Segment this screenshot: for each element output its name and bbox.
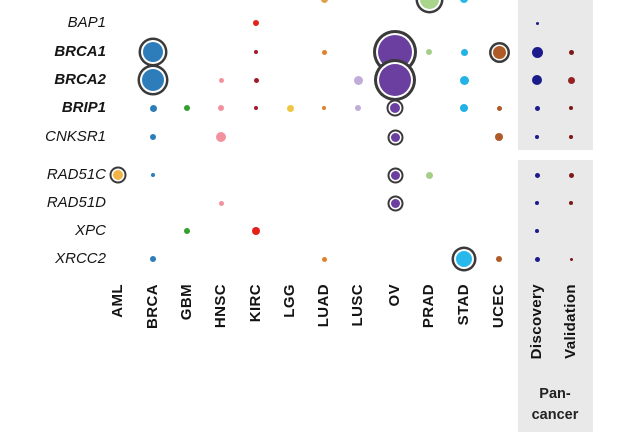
dot-BRIP1-LUAD xyxy=(322,106,326,110)
row-label-XPC: XPC xyxy=(75,222,106,239)
dot-BRIP1-KIRC xyxy=(254,106,258,110)
dot-BRCA1-KIRC xyxy=(254,50,258,54)
dot-CNKSR1-UCEC xyxy=(495,133,503,141)
col-label-LUAD: LUAD xyxy=(315,284,332,328)
dot-BRCA2-OV xyxy=(379,64,411,96)
col-label-BRCA: BRCA xyxy=(144,284,161,329)
dot-BRCA2-BRCA xyxy=(142,69,164,91)
row-label-XRCC2: XRCC2 xyxy=(55,250,106,267)
dot-BRCA2-Discovery xyxy=(532,75,542,85)
col-label-UCEC: UCEC xyxy=(490,284,507,329)
dot-XRCC2-LUAD xyxy=(321,256,327,262)
dot-RAD51C-Discovery xyxy=(534,172,540,178)
col-label-GBM: GBM xyxy=(178,284,195,321)
col-label-AML: AML xyxy=(109,284,126,318)
dot-BRIP1-UCEC xyxy=(496,105,502,111)
dot-BRIP1-BRCA xyxy=(149,104,157,112)
dot-ATM-LUAD xyxy=(320,0,328,3)
row-label-ATM: ATM xyxy=(0,0,106,3)
dot-XRCC2-STAD xyxy=(456,251,472,267)
dot-RAD51D-Validation xyxy=(569,201,573,205)
row-label-RAD51D: RAD51D xyxy=(46,194,106,211)
col-label-HNSC: HNSC xyxy=(212,284,229,329)
col-label-Discovery: Discovery xyxy=(528,284,545,360)
dot-BRCA2-STAD xyxy=(459,75,469,85)
pan-cancer-label: Pan-cancer xyxy=(531,386,579,424)
dot-CNKSR1-OV xyxy=(390,132,400,142)
dot-RAD51D-OV xyxy=(390,198,400,208)
row-label-BRCA1: BRCA1 xyxy=(54,43,106,60)
dot-BRCA1-STAD xyxy=(460,48,468,56)
dot-BAP1-KIRC xyxy=(253,20,259,26)
dot-BRIP1-Validation xyxy=(569,106,573,110)
dot-BRIP1-LUSC xyxy=(355,105,361,111)
col-label-KIRC: KIRC xyxy=(247,284,264,323)
dot-XRCC2-UCEC xyxy=(496,256,502,262)
row-label-BRCA2: BRCA2 xyxy=(54,71,106,88)
dot-RAD51D-Discovery xyxy=(535,201,539,205)
dot-BRIP1-Discovery xyxy=(534,105,540,111)
dot-XPC-KIRC xyxy=(252,227,260,235)
dot-BRIP1-GBM xyxy=(184,105,190,111)
dot-BRCA1-Discovery xyxy=(531,46,543,58)
dot-BRCA1-BRCA xyxy=(143,42,163,62)
dot-CNKSR1-BRCA xyxy=(150,134,156,140)
dot-CNKSR1-HNSC xyxy=(216,132,226,142)
dot-BRCA1-LUAD xyxy=(321,49,327,55)
dot-ATM-STAD xyxy=(460,0,468,3)
dot-BRIP1-LGG xyxy=(286,104,294,112)
dot-BRCA1-Validation xyxy=(568,49,574,55)
dot-BRIP1-STAD xyxy=(460,104,468,112)
col-label-LUSC: LUSC xyxy=(349,284,366,327)
dot-XRCC2-Discovery xyxy=(534,256,540,262)
col-label-PRAD: PRAD xyxy=(420,284,437,329)
pan-cancer-band-box-1 xyxy=(518,160,593,432)
dot-XRCC2-BRCA xyxy=(150,256,156,262)
row-label-CNKSR1: CNKSR1 xyxy=(45,128,106,145)
dot-BRCA2-HNSC xyxy=(218,77,224,83)
col-label-OV: OV xyxy=(386,284,403,307)
dot-XPC-GBM xyxy=(184,228,190,234)
dot-BRCA1-UCEC xyxy=(492,45,506,59)
col-label-STAD: STAD xyxy=(455,284,472,326)
dot-RAD51C-BRCA xyxy=(151,173,155,177)
col-label-Validation: Validation xyxy=(562,284,579,359)
dot-RAD51C-AML xyxy=(113,170,123,180)
row-label-RAD51C: RAD51C xyxy=(46,166,106,183)
dot-BRIP1-HNSC xyxy=(218,105,224,111)
row-label-BAP1: BAP1 xyxy=(67,14,106,31)
dot-RAD51C-PRAD xyxy=(425,171,433,179)
dot-XPC-Discovery xyxy=(535,229,539,233)
dot-BRCA2-LUSC xyxy=(353,75,363,85)
pan-cancer-band-box-0 xyxy=(518,0,593,150)
dot-RAD51D-HNSC xyxy=(218,200,224,206)
col-label-LGG: LGG xyxy=(281,284,298,318)
dot-BRCA1-OV xyxy=(378,35,412,69)
dot-CNKSR1-Discovery xyxy=(535,135,539,139)
dot-RAD51C-OV xyxy=(390,170,400,180)
dot-RAD51C-Validation xyxy=(568,172,574,178)
dot-BRCA2-KIRC xyxy=(253,77,259,83)
dot-CNKSR1-Validation xyxy=(569,135,573,139)
dot-BAP1-Discovery xyxy=(535,21,539,25)
row-label-BRIP1: BRIP1 xyxy=(61,99,106,116)
dot-BRIP1-OV xyxy=(390,103,400,113)
dot-XRCC2-Validation xyxy=(569,257,573,261)
dot-BRCA2-Validation xyxy=(567,76,575,84)
dot-ATM-PRAD xyxy=(419,0,439,9)
dot-BRCA1-PRAD xyxy=(426,49,432,55)
